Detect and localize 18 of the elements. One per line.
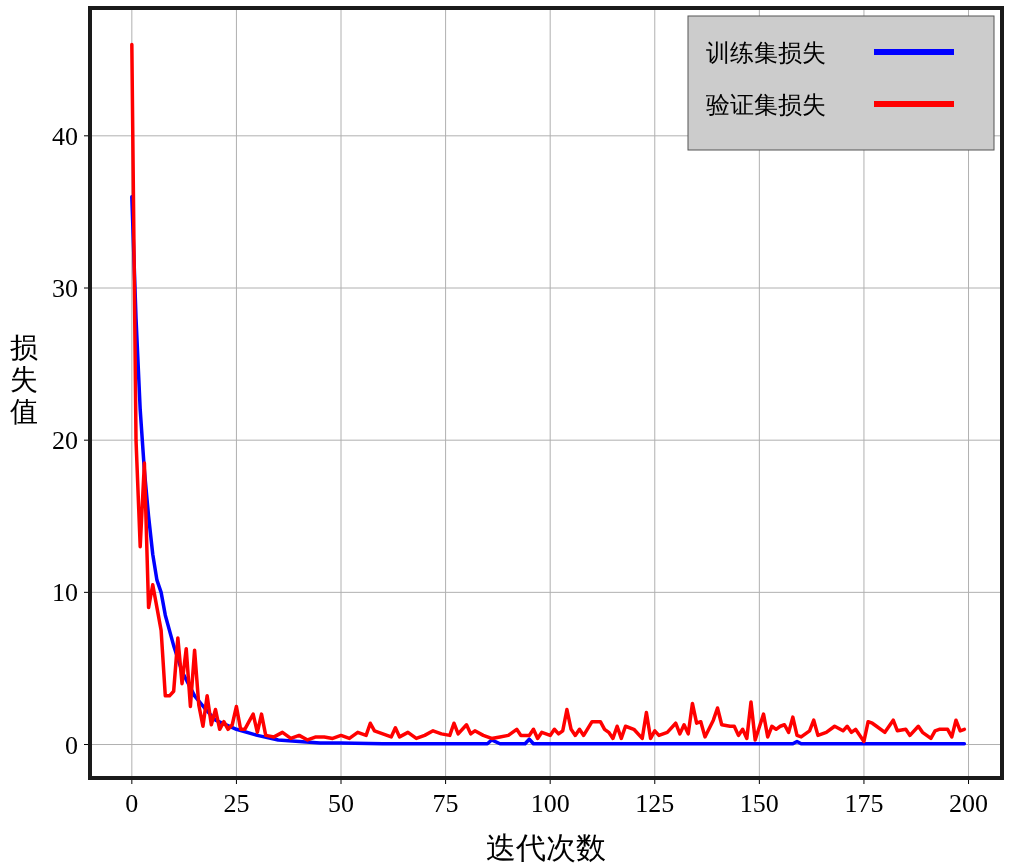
x-tick-label: 25 — [223, 789, 250, 818]
y-tick-label: 40 — [52, 121, 78, 151]
y-tick-label: 0 — [65, 730, 78, 760]
x-tick-label: 175 — [844, 789, 884, 818]
legend-label: 训练集损失 — [706, 40, 826, 66]
x-tick-label: 100 — [530, 789, 570, 818]
x-tick-label: 0 — [125, 789, 139, 818]
y-axis-title: 损失值 — [10, 332, 38, 427]
x-tick-label: 75 — [432, 789, 459, 818]
y-tick-label: 20 — [52, 426, 78, 456]
x-tick-label: 150 — [739, 789, 779, 818]
y-tick-label: 30 — [52, 274, 78, 303]
y-tick-label: 10 — [52, 578, 78, 608]
x-tick-label: 50 — [328, 789, 355, 818]
x-axis-title: 迭代次数 — [486, 831, 606, 864]
x-tick-label: 125 — [635, 789, 675, 818]
legend-label: 验证集损失 — [706, 92, 826, 118]
x-tick-label: 200 — [949, 789, 989, 818]
